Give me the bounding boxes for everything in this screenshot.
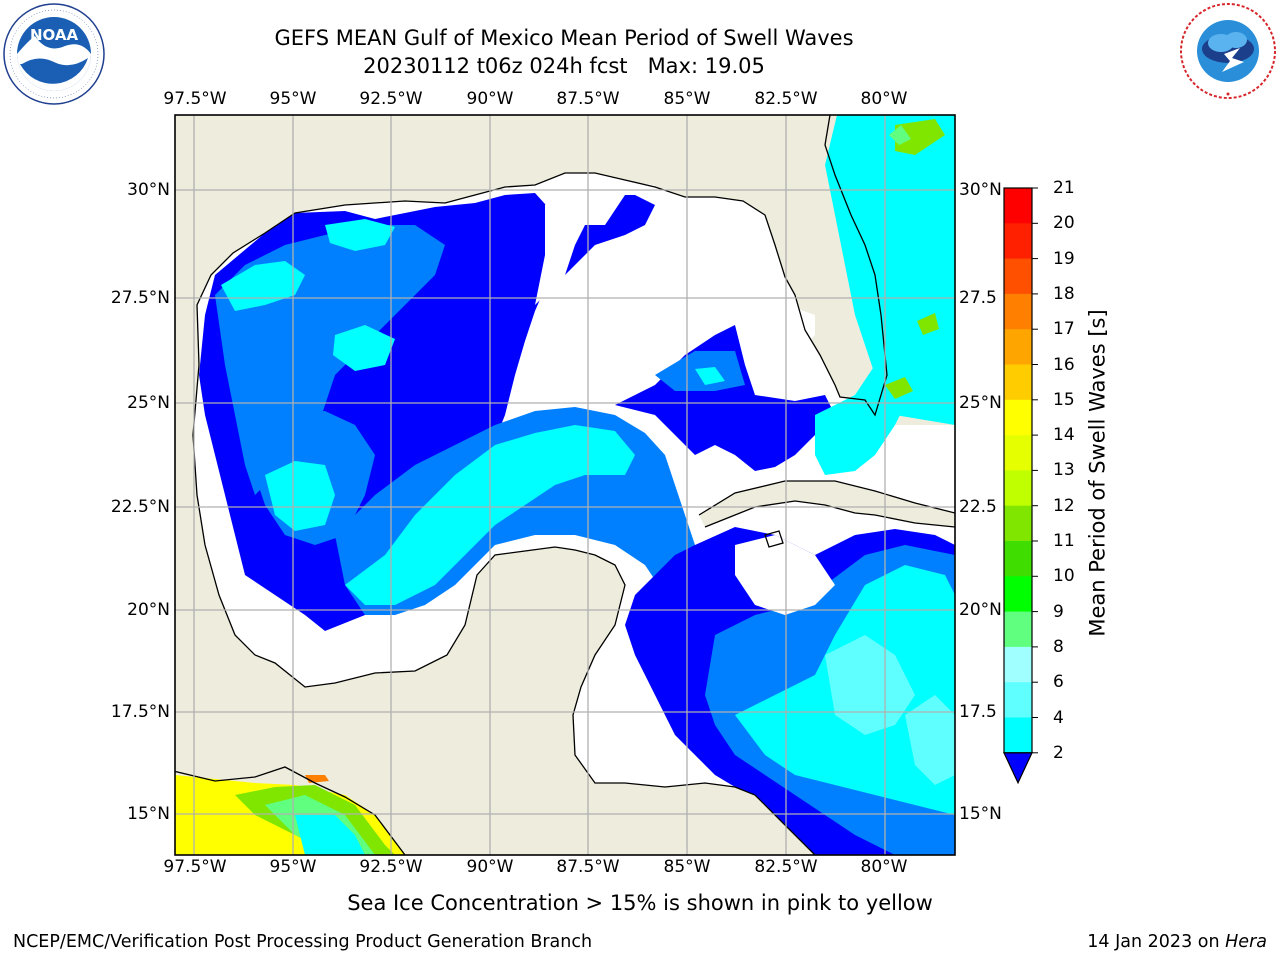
- lon-label-bottom: 95°W: [269, 857, 317, 877]
- lat-label-left: 17.5°N: [110, 702, 170, 722]
- coastlines: [175, 115, 955, 855]
- colorbar-segment: [1004, 399, 1032, 436]
- colorbar-tick-label: 2: [1053, 742, 1064, 763]
- colorbar-segment: [1004, 611, 1032, 648]
- colorbar-segment: [1004, 293, 1032, 330]
- lat-label-right: 20°N: [959, 600, 1002, 620]
- lon-label-top: 82.5°W: [754, 89, 818, 109]
- colorbar-segment: [1004, 258, 1032, 295]
- chart-subtitle: 20230112 t06z 024h fcst Max: 19.05: [363, 54, 765, 78]
- colorbar-tick-label: 10: [1053, 566, 1075, 587]
- colorbar: [1003, 187, 1038, 785]
- footer-left: NCEP/EMC/Verification Post Processing Pr…: [13, 932, 593, 952]
- map-frame: [174, 114, 956, 856]
- lat-label-right: 17.5: [959, 702, 997, 722]
- lon-label-bottom: 85°W: [663, 857, 711, 877]
- lon-label-bottom: 92.5°W: [359, 857, 423, 877]
- lat-label-left: 27.5°N: [110, 288, 170, 308]
- colorbar-label: Mean Period of Swell Waves [s]: [1086, 309, 1111, 637]
- footer-host: Hera: [1225, 932, 1267, 952]
- footer-right: 14 Jan 2023 on Hera: [1087, 932, 1267, 952]
- lat-label-left: 25°N: [127, 393, 170, 413]
- colorbar-segment: [1004, 541, 1032, 577]
- lat-label-right: 22.5: [959, 497, 997, 517]
- cuba-land: [699, 481, 955, 527]
- colorbar-extension: [1003, 752, 1033, 785]
- florida-land: [755, 115, 887, 400]
- colorbar-segment: [1004, 682, 1032, 718]
- lat-label-right: 15°N: [959, 804, 1002, 824]
- lat-label-right: 30°N: [959, 180, 1002, 200]
- colorbar-tick-label: 16: [1053, 354, 1075, 375]
- lon-label-bottom: 87.5°W: [556, 857, 620, 877]
- colorbar-tick-label: 11: [1053, 531, 1075, 551]
- lat-label-right: 25°N: [959, 393, 1002, 413]
- footer-date: 14 Jan 2023 on: [1087, 932, 1226, 952]
- colorbar-segment: [1004, 329, 1032, 365]
- noaa-logo-text: NOAA: [30, 26, 79, 44]
- chart-title: GEFS MEAN Gulf of Mexico Mean Period of …: [274, 26, 854, 50]
- nws-logo: [1180, 3, 1276, 99]
- lon-label-top: 92.5°W: [359, 89, 423, 109]
- lon-label-top: 80°W: [860, 89, 908, 109]
- lat-label-right: 27.5: [959, 288, 997, 308]
- colorbar-segment: [1004, 223, 1032, 260]
- colorbar-tick-label: 9: [1053, 601, 1064, 622]
- lon-label-bottom: 80°W: [860, 857, 908, 877]
- map-area: [174, 114, 956, 856]
- colorbar-tick-label: 14: [1053, 425, 1075, 446]
- lat-label-left: 15°N: [127, 804, 170, 824]
- colorbar-tick-label: 18: [1053, 283, 1075, 304]
- colorbar-segment: [1004, 505, 1032, 542]
- lon-label-bottom: 97.5°W: [163, 857, 227, 877]
- colorbar-segment: [1004, 717, 1032, 754]
- lon-label-top: 90°W: [466, 89, 514, 109]
- lon-label-bottom: 90°W: [466, 857, 514, 877]
- lon-label-top: 95°W: [269, 89, 317, 109]
- colorbar-tick-label: 6: [1053, 672, 1064, 693]
- colorbar-segment: [1004, 435, 1032, 471]
- lon-label-top: 87.5°W: [556, 89, 620, 109]
- lat-label-left: 22.5°N: [110, 497, 170, 517]
- colorbar-segment: [1004, 364, 1032, 401]
- colorbar-segment: [1004, 646, 1032, 683]
- colorbar-tick-label: 21: [1053, 178, 1075, 198]
- colorbar-segment: [1004, 470, 1032, 507]
- colorbar-tick-label: 19: [1053, 248, 1075, 269]
- sea-ice-note: Sea Ice Concentration > 15% is shown in …: [347, 891, 933, 915]
- colorbar-tick-label: 20: [1053, 213, 1075, 234]
- lon-label-top: 97.5°W: [163, 89, 227, 109]
- colorbar-segment: [1004, 576, 1032, 613]
- noaa-logo: NOAA: [3, 3, 105, 105]
- colorbar-segment: [1004, 188, 1032, 224]
- colorbar-tick-label: 4: [1053, 707, 1064, 728]
- lon-label-top: 85°W: [663, 89, 711, 109]
- graticule: [175, 115, 955, 855]
- colorbar-tick-label: 12: [1053, 495, 1075, 516]
- colorbar-tick-label: 15: [1053, 389, 1075, 410]
- swell-field: [175, 115, 955, 855]
- lon-label-bottom: 82.5°W: [754, 857, 818, 877]
- colorbar-tick-label: 13: [1053, 460, 1075, 481]
- colorbar-tick-label: 8: [1053, 636, 1064, 657]
- lat-label-left: 20°N: [127, 600, 170, 620]
- colorbar-tick-label: 17: [1053, 319, 1075, 340]
- lat-label-left: 30°N: [127, 180, 170, 200]
